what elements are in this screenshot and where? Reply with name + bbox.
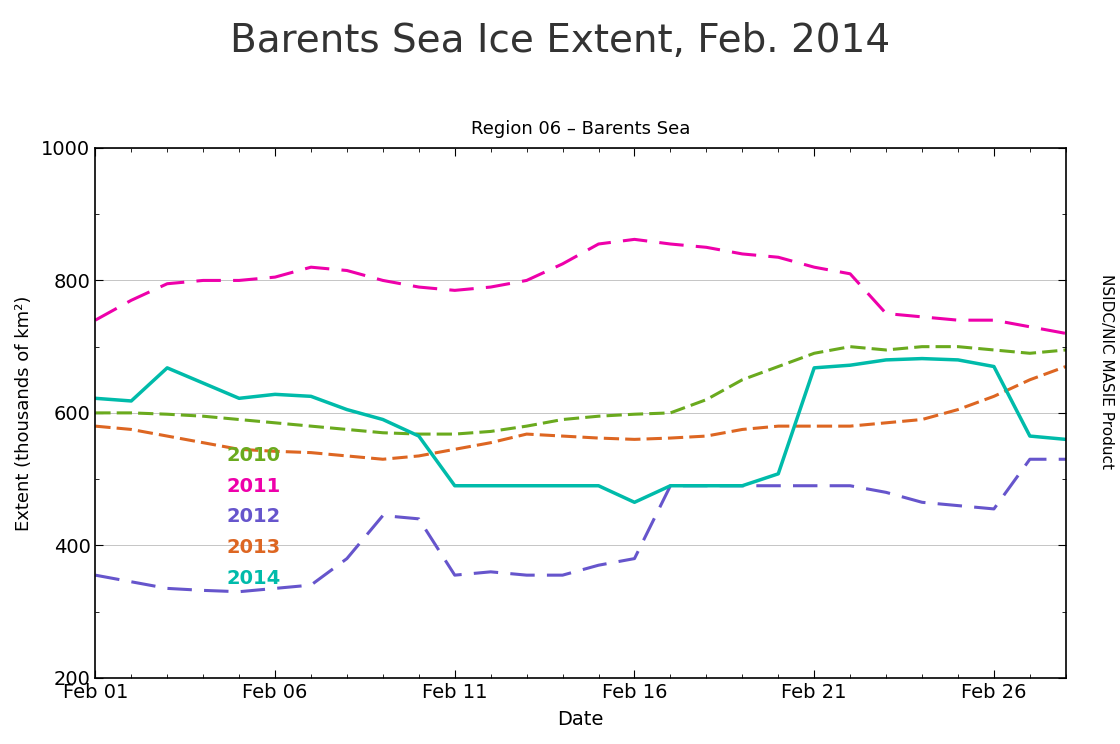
X-axis label: Date: Date [558, 710, 604, 729]
Title: Region 06 – Barents Sea: Region 06 – Barents Sea [470, 120, 690, 138]
Text: 2013: 2013 [226, 538, 280, 557]
Text: 2010: 2010 [226, 446, 280, 465]
Y-axis label: Extent (thousands of km²): Extent (thousands of km²) [15, 295, 32, 530]
Text: Barents Sea Ice Extent, Feb. 2014: Barents Sea Ice Extent, Feb. 2014 [230, 22, 890, 60]
Text: 2014: 2014 [226, 568, 281, 588]
Text: NSIDC/NIC MASIE Product: NSIDC/NIC MASIE Product [1100, 275, 1114, 469]
Text: 2011: 2011 [226, 476, 281, 496]
Text: 2012: 2012 [226, 507, 281, 526]
